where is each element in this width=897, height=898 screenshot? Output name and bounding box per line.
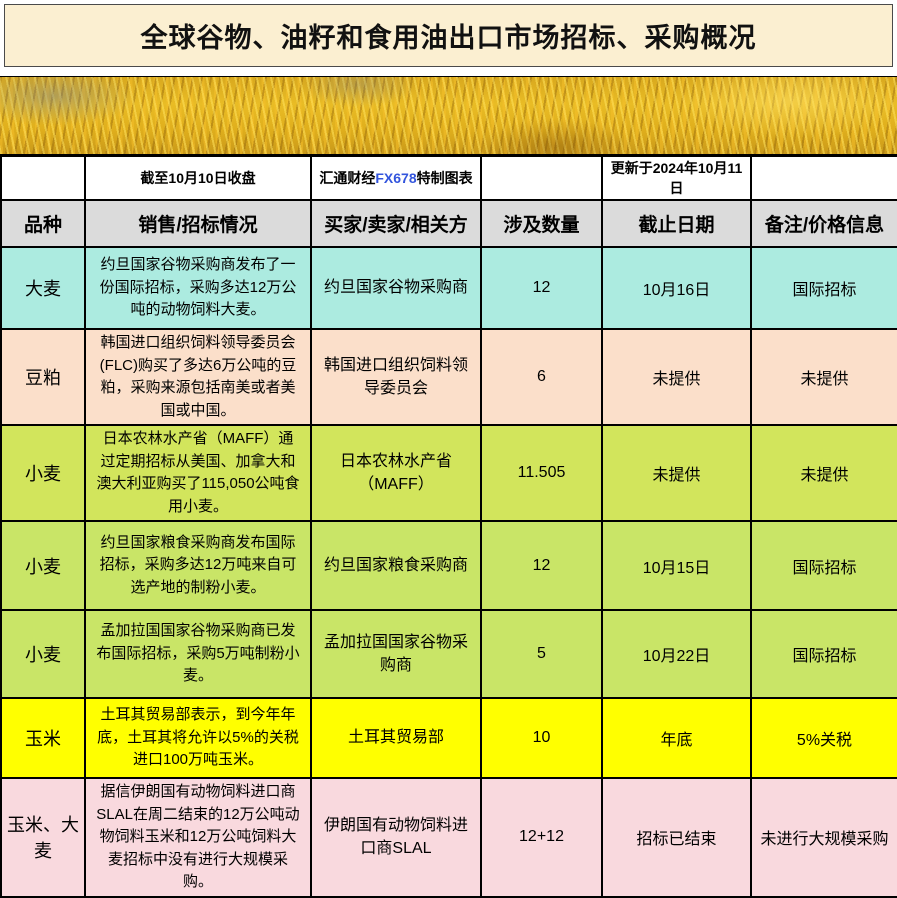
quantity-cell: 12+12 [480,777,603,898]
quantity-cell: 12 [480,520,603,611]
updated-date: 更新于2024年10月11日 [601,155,752,201]
note-cell: 未进行大规模采购 [750,777,897,898]
quantity-cell: 5 [480,609,603,699]
quantity-cell: 6 [480,328,603,426]
as-of-date: 截至10月10日收盘 [84,155,312,201]
col-header-quantity: 涉及数量 [480,199,603,248]
quantity-cell: 12 [480,246,603,330]
details-cell: 韩国进口组织饲料领导委员会(FLC)购买了多达6万公吨的豆粕，采购来源包括南美或… [84,328,312,426]
variety-cell: 小麦 [0,424,86,522]
source-suffix: 特制图表 [416,170,473,186]
note-cell: 未提供 [750,328,897,426]
details-cell: 日本农林水产省（MAFF）通过定期招标从美国、加拿大和澳大利亚购买了115,05… [84,424,312,522]
party-cell: 日本农林水产省（MAFF） [310,424,482,522]
party-cell: 约旦国家粮食采购商 [310,520,482,611]
details-cell: 土耳其贸易部表示，到今年年底，土耳其将允许以5%的关税进口100万吨玉米。 [84,697,312,779]
meta-row: 截至10月10日收盘 汇通财经FX678特制图表 更新于2024年10月11日 [0,155,897,201]
party-cell: 韩国进口组织饲料领导委员会 [310,328,482,426]
table-row: 大麦 约旦国家谷物采购商发布了一份国际招标，采购多达12万公吨的动物饲料大麦。 … [0,246,897,330]
source-credit: 汇通财经FX678特制图表 [310,155,482,201]
deadline-cell: 未提供 [601,424,752,522]
variety-cell: 小麦 [0,609,86,699]
col-header-deadline: 截止日期 [601,199,752,248]
details-cell: 孟加拉国国家谷物采购商已发布国际招标，采购5万吨制粉小麦。 [84,609,312,699]
quantity-cell: 11.505 [480,424,603,522]
meta-empty-cell [480,155,603,201]
party-cell: 土耳其贸易部 [310,697,482,779]
tender-summary-table: 截至10月10日收盘 汇通财经FX678特制图表 更新于2024年10月11日 … [0,155,897,898]
page-title: 全球谷物、油籽和食用油出口市场招标、采购概况 [140,23,757,53]
note-cell: 国际招标 [750,609,897,699]
party-cell: 孟加拉国国家谷物采购商 [310,609,482,699]
deadline-cell: 未提供 [601,328,752,426]
note-cell: 未提供 [750,424,897,522]
col-header-details: 销售/招标情况 [84,199,312,248]
variety-cell: 大麦 [0,246,86,330]
variety-cell: 玉米 [0,697,86,779]
party-cell: 伊朗国有动物饲料进口商SLAL [310,777,482,898]
deadline-cell: 招标已结束 [601,777,752,898]
details-cell: 据信伊朗国有动物饲料进口商SLAL在周二结束的12万公吨动物饲料玉米和12万公吨… [84,777,312,898]
table-row: 豆粕 韩国进口组织饲料领导委员会(FLC)购买了多达6万公吨的豆粕，采购来源包括… [0,328,897,426]
table-row: 玉米 土耳其贸易部表示，到今年年底，土耳其将允许以5%的关税进口100万吨玉米。… [0,697,897,779]
header-row: 品种 销售/招标情况 买家/卖家/相关方 涉及数量 截止日期 备注/价格信息 [0,199,897,248]
deadline-cell: 年底 [601,697,752,779]
table-row: 小麦 日本农林水产省（MAFF）通过定期招标从美国、加拿大和澳大利亚购买了115… [0,424,897,522]
deadline-cell: 10月22日 [601,609,752,699]
note-cell: 国际招标 [750,246,897,330]
col-header-party: 买家/卖家/相关方 [310,199,482,248]
col-header-variety: 品种 [0,199,86,248]
title-bar: 全球谷物、油籽和食用油出口市场招标、采购概况 [4,4,893,67]
title-bar-wrapper: 全球谷物、油籽和食用油出口市场招标、采购概况 [0,0,897,67]
details-cell: 约旦国家谷物采购商发布了一份国际招标，采购多达12万公吨的动物饲料大麦。 [84,246,312,330]
deadline-cell: 10月16日 [601,246,752,330]
quantity-cell: 10 [480,697,603,779]
note-cell: 国际招标 [750,520,897,611]
variety-cell: 豆粕 [0,328,86,426]
col-header-note: 备注/价格信息 [750,199,897,248]
deadline-cell: 10月15日 [601,520,752,611]
note-cell: 5%关税 [750,697,897,779]
table-row: 小麦 约旦国家粮食采购商发布国际招标，采购多达12万吨来自可选产地的制粉小麦。 … [0,520,897,611]
meta-empty-cell [750,155,897,201]
table-row: 小麦 孟加拉国国家谷物采购商已发布国际招标，采购5万吨制粉小麦。 孟加拉国国家谷… [0,609,897,699]
variety-cell: 玉米、大麦 [0,777,86,898]
wheat-photo-banner [0,76,897,155]
variety-cell: 小麦 [0,520,86,611]
meta-empty-cell [0,155,86,201]
details-cell: 约旦国家粮食采购商发布国际招标，采购多达12万吨来自可选产地的制粉小麦。 [84,520,312,611]
table-row: 玉米、大麦 据信伊朗国有动物饲料进口商SLAL在周二结束的12万公吨动物饲料玉米… [0,777,897,898]
party-cell: 约旦国家谷物采购商 [310,246,482,330]
source-prefix: 汇通财经 [319,170,376,186]
source-highlight: FX678 [375,170,417,186]
